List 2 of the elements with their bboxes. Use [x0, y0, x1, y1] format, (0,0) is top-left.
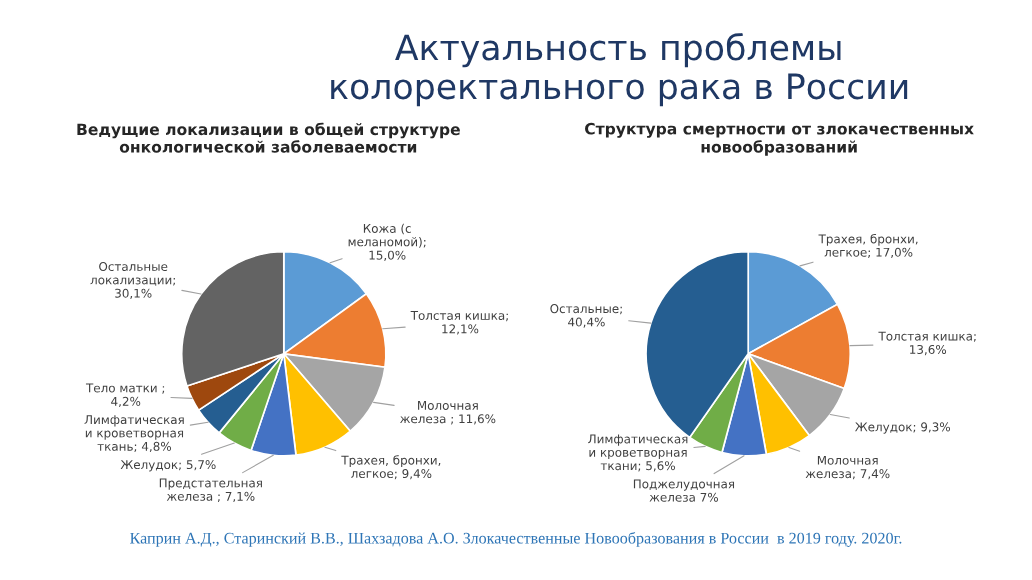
- text: Каприн А.Д., Старинский В.В., Шахзадова А.О. Злокачественные Новообразования в России в 2019 году. 2020г.: [130, 531, 902, 547]
- text: Актуальность проблемы колоректального рака в России: [331, 33, 908, 107]
